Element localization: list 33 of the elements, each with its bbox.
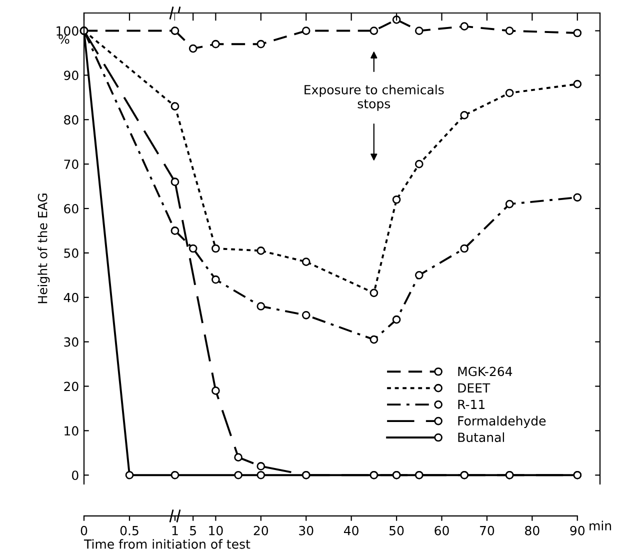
x-tick-label: 5 [190,526,196,536]
text: min [590,520,612,530]
y-tick-label: 80 [64,115,78,125]
y-tick-label: 40 [64,292,78,302]
x-tick-label: 30 [299,526,314,536]
legend-label: Formaldehyde [458,416,546,428]
y-tick-label: 10 [64,426,78,436]
x-tick-label: 40 [344,526,358,536]
x-tick-label: 0 [80,526,88,536]
x-tick-label: 80 [525,526,540,536]
y-axis-title: Height of the EAG [38,194,50,304]
x-tick-label: 20 [254,526,268,536]
y-tick-label: 0 [72,470,78,480]
y-tick-label: 60 [64,204,78,214]
x-tick-label: 10 [209,526,223,536]
y-tick-label: 100 [56,26,78,36]
x-tick-label: 70 [480,526,494,536]
x-tick-label: 50 [390,526,404,536]
x-tick-label: 90 [570,526,585,536]
x-axis-title: Time from initiation of test [84,539,250,549]
annotation: Exposure to chemicals stops [304,84,444,111]
y-tick-label: 50 [64,248,78,258]
y-tick-label: 90 [64,70,78,80]
x-tick-label: 60 [434,526,449,536]
legend-label: MGK-264 [458,366,512,376]
legend-label: R-11 [458,400,485,409]
x-tick-label: 1 [172,526,178,536]
y-tick-label: 20 [64,382,78,392]
legend-label: Butanal [458,432,504,442]
y-tick-label: 70 [64,160,78,169]
x-tick-label: 0.5 [120,526,138,536]
y-tick-label: 30 [64,337,78,347]
legend-label: DEET [458,383,490,392]
